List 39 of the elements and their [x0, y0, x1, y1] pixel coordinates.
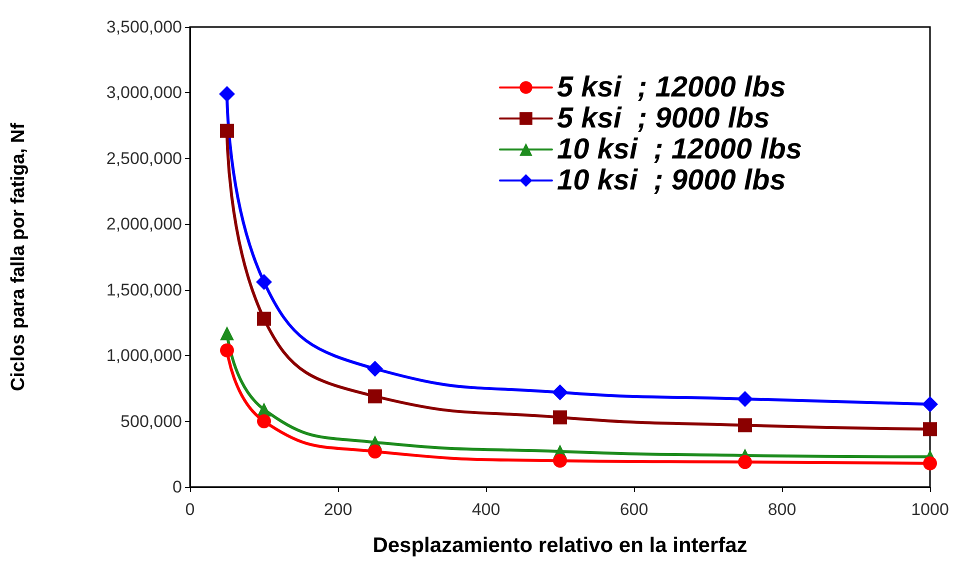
point — [368, 444, 382, 459]
y-tick-label: 3,500,000 — [106, 18, 182, 36]
point — [923, 422, 937, 436]
point — [220, 124, 234, 138]
point — [553, 410, 567, 424]
y-tick-label: 500,000 — [120, 412, 182, 431]
x-tick-label: 800 — [768, 500, 796, 519]
point — [367, 360, 383, 377]
y-tick-label: 1,500,000 — [106, 280, 182, 300]
point — [220, 326, 234, 340]
point — [737, 390, 753, 407]
legend-label: 5 ksi ; 9000 lbs — [556, 102, 770, 134]
point — [553, 454, 567, 468]
point — [256, 274, 272, 290]
point — [922, 396, 938, 412]
point — [368, 389, 382, 404]
x-axis-title: Desplazamiento relativo en la interfaz — [372, 534, 748, 557]
y-tick-label: 2,500,000 — [106, 148, 182, 168]
point — [257, 414, 271, 428]
point — [219, 86, 235, 102]
x-tick-label: 400 — [472, 500, 500, 519]
x-tick-label: 1000 — [911, 500, 949, 519]
point — [738, 418, 752, 432]
point — [552, 384, 568, 400]
legend-label: 10 ksi ; 9000 lbs — [556, 164, 786, 196]
legend-label: 10 ksi ; 12000 lbs — [556, 134, 802, 166]
point — [923, 456, 937, 470]
y-tick-label: 0 — [172, 478, 182, 496]
point — [738, 455, 752, 470]
y-tick-label: 3,000,000 — [106, 83, 182, 102]
x-tick-label: 200 — [324, 500, 352, 519]
x-tick-label: 600 — [620, 500, 648, 519]
y-axis-title: Ciclos para falla por fatiga, Nf — [8, 122, 29, 392]
x-tick-label: 0 — [185, 500, 195, 519]
point — [220, 343, 234, 358]
point — [257, 312, 271, 326]
y-tick-label: 2,000,000 — [106, 214, 182, 234]
legend-label: 5 ksi ; 12000 lbs — [556, 72, 786, 104]
y-tick-label: 1,000,000 — [106, 346, 182, 366]
